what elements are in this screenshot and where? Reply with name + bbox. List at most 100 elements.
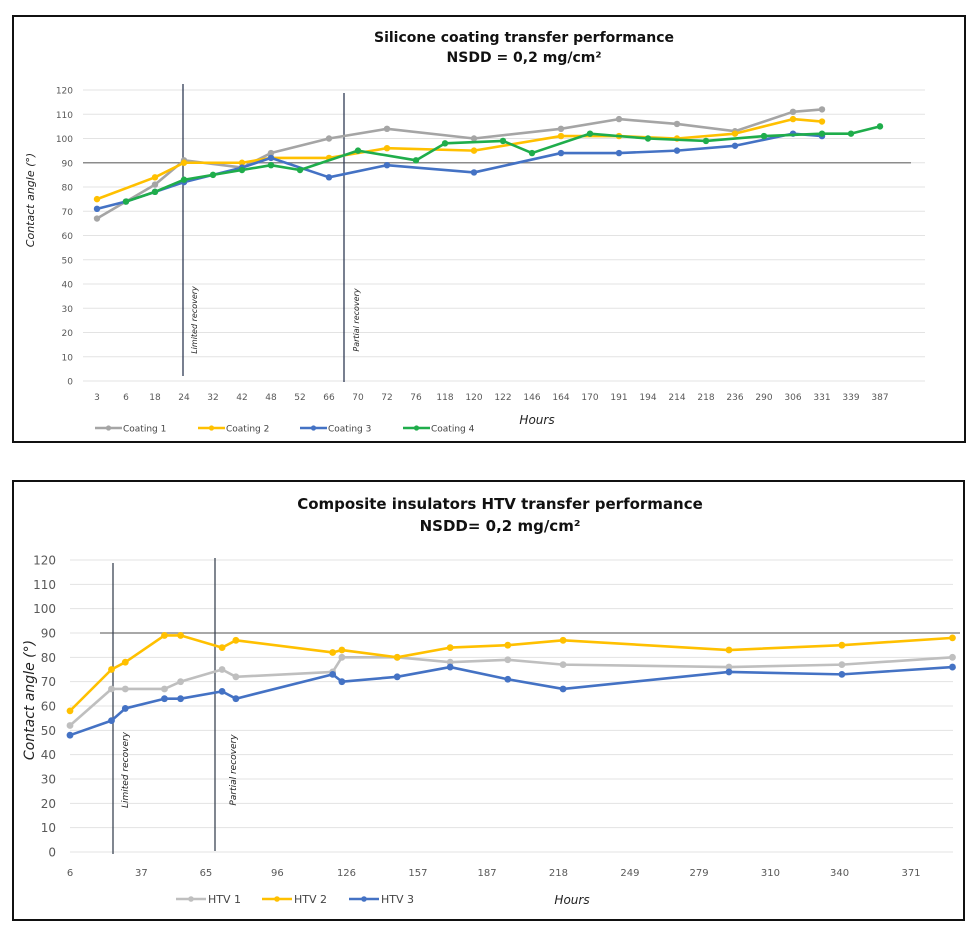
legend-marker bbox=[274, 896, 280, 902]
y-tick-label: 80 bbox=[62, 184, 74, 194]
x-tick-label: 236 bbox=[726, 393, 743, 403]
y-tick-label: 90 bbox=[62, 159, 74, 169]
data-point bbox=[122, 198, 130, 205]
y-tick-label: 120 bbox=[33, 554, 56, 568]
annotation-lines: Limited recovery Partial recovery bbox=[112, 558, 239, 854]
x-tick-label: 6 bbox=[123, 393, 129, 403]
data-point bbox=[949, 634, 956, 642]
data-point bbox=[232, 636, 240, 644]
x-tick-label: 76 bbox=[410, 393, 422, 403]
y-tick-label: 110 bbox=[56, 111, 73, 121]
data-point bbox=[557, 125, 565, 132]
data-point bbox=[504, 675, 512, 683]
data-point bbox=[725, 646, 733, 654]
legend-marker bbox=[310, 425, 317, 431]
legend-marker bbox=[208, 425, 215, 431]
data-point bbox=[731, 142, 739, 149]
data-point bbox=[673, 120, 681, 128]
data-point bbox=[949, 663, 956, 671]
legend-label: HTV 1 bbox=[208, 893, 241, 906]
x-tick-label: 249 bbox=[620, 868, 639, 879]
y-axis-label: Contact angle (°) bbox=[22, 640, 38, 760]
legend: HTV 1 HTV 2 HTV 3 bbox=[176, 893, 414, 906]
data-point bbox=[470, 135, 478, 142]
data-point bbox=[818, 118, 826, 125]
x-axis-label: Hours bbox=[519, 413, 554, 427]
x-tick-label: 146 bbox=[523, 393, 540, 403]
legend-marker bbox=[188, 896, 194, 902]
x-tick-label: 6 bbox=[67, 868, 73, 879]
data-point bbox=[232, 673, 240, 681]
data-point bbox=[470, 147, 478, 154]
x-tick-label: 96 bbox=[271, 868, 284, 879]
x-tick-label: 126 bbox=[337, 868, 356, 879]
data-point bbox=[644, 135, 652, 142]
x-tick-label: 306 bbox=[784, 393, 801, 403]
legend-label: Coating 4 bbox=[431, 425, 475, 435]
x-tick-label: 42 bbox=[236, 393, 247, 403]
x-tick-label: 24 bbox=[178, 393, 190, 403]
legend-label: HTV 3 bbox=[381, 893, 414, 906]
data-point bbox=[446, 658, 454, 666]
x-tick-labels: 3 6 18 24 32 42 48 52 66 70 72 76 118 120 122 146 164 170… bbox=[94, 393, 888, 403]
x-tick-label: 371 bbox=[901, 868, 920, 879]
x-tick-labels: 6 37 65 96 126 157 187 218 249 279 310 340 371 bbox=[67, 868, 921, 879]
chart-title: Composite insulators HTV transfer perfor… bbox=[297, 495, 703, 513]
data-point bbox=[93, 195, 101, 203]
legend-label: Coating 1 bbox=[123, 425, 166, 435]
data-point bbox=[446, 663, 454, 671]
data-point bbox=[66, 722, 74, 729]
data-point bbox=[177, 678, 184, 686]
data-point bbox=[267, 154, 275, 162]
data-point bbox=[702, 137, 710, 145]
legend-marker bbox=[361, 896, 367, 902]
data-point bbox=[238, 159, 246, 166]
data-point bbox=[93, 205, 101, 213]
data-point bbox=[559, 661, 567, 669]
annotation-label: Limited recovery bbox=[121, 731, 131, 808]
y-tick-label: 30 bbox=[41, 773, 56, 787]
x-tick-label: 66 bbox=[323, 393, 335, 403]
x-tick-label: 18 bbox=[149, 393, 161, 403]
data-point bbox=[383, 125, 391, 132]
data-point bbox=[383, 145, 391, 152]
data-point bbox=[725, 668, 733, 676]
x-tick-label: 387 bbox=[871, 393, 888, 403]
data-point bbox=[949, 653, 956, 661]
data-point bbox=[499, 137, 507, 145]
legend-marker bbox=[105, 425, 112, 431]
y-tick-label: 0 bbox=[67, 378, 73, 388]
y-tick-label: 40 bbox=[62, 281, 74, 291]
data-point bbox=[760, 132, 768, 140]
chart-panel-htv-insulators bbox=[12, 480, 965, 921]
data-point bbox=[338, 646, 346, 654]
data-point bbox=[838, 670, 846, 678]
data-point bbox=[329, 649, 337, 656]
series-line bbox=[69, 634, 953, 712]
data-point bbox=[818, 130, 826, 137]
data-point bbox=[838, 641, 846, 649]
data-point bbox=[267, 149, 275, 157]
x-axis-label: Hours bbox=[554, 893, 589, 907]
legend-label: Coating 3 bbox=[328, 425, 371, 435]
data-point bbox=[121, 685, 129, 693]
x-tick-label: 72 bbox=[381, 393, 392, 403]
data-point bbox=[121, 705, 129, 712]
data-point bbox=[151, 181, 159, 188]
x-tick-label: 310 bbox=[761, 868, 780, 879]
legend-label: Coating 2 bbox=[226, 425, 269, 435]
x-tick-label: 118 bbox=[436, 393, 453, 403]
data-point bbox=[218, 644, 226, 651]
x-tick-label: 164 bbox=[552, 393, 569, 403]
y-tick-label: 30 bbox=[62, 305, 74, 315]
data-point bbox=[93, 215, 101, 222]
y-tick-label: 100 bbox=[33, 602, 56, 616]
data-point bbox=[66, 731, 74, 739]
x-tick-label: 52 bbox=[294, 393, 305, 403]
x-tick-label: 340 bbox=[830, 868, 849, 879]
data-point bbox=[218, 688, 226, 695]
x-tick-label: 157 bbox=[408, 868, 427, 879]
data-point bbox=[338, 653, 346, 661]
data-point bbox=[267, 161, 275, 169]
data-point bbox=[470, 169, 478, 176]
